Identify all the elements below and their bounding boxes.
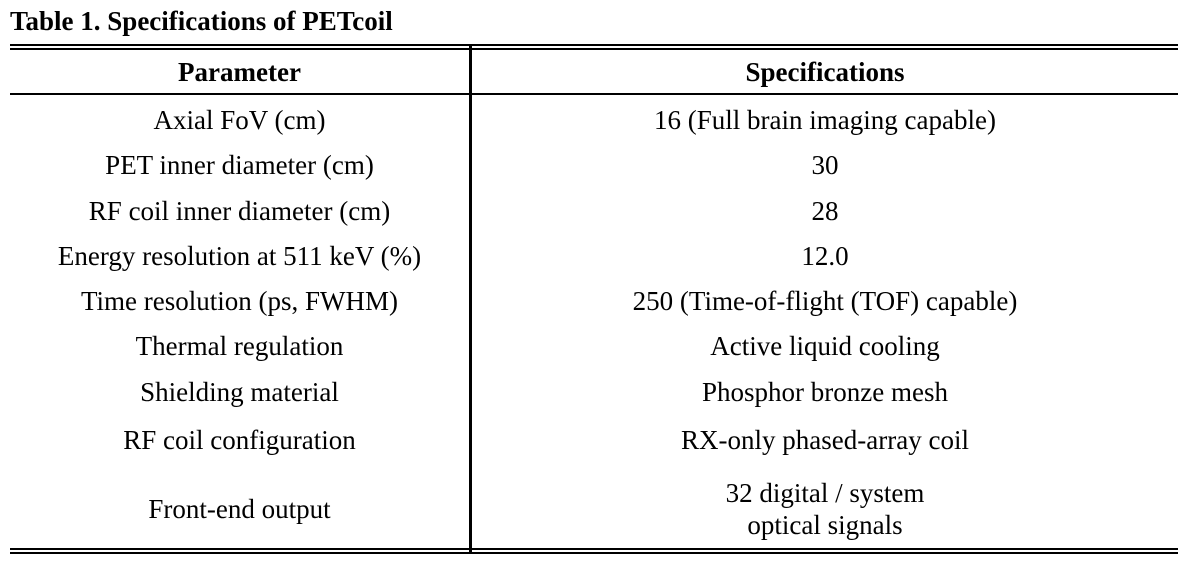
column-divider (469, 46, 472, 552)
row-parameter: Axial FoV (cm) (153, 105, 326, 135)
row-parameter: Shielding material (140, 377, 339, 407)
row-parameter: Thermal regulation (135, 331, 344, 361)
bottom-rule (10, 552, 1178, 554)
row-specification: 32 digital / system optical signals (472, 476, 1178, 542)
row-parameter: Energy resolution at 511 keV (%) (57, 241, 422, 271)
row-parameter: Front-end output (148, 494, 331, 524)
table-caption: Table 1. Specifications of PETcoil (10, 6, 393, 36)
specification-line: optical signals (747, 510, 903, 540)
row-specification: 28 (811, 196, 839, 226)
row-specification: 250 (Time-of-flight (TOF) capable) (632, 286, 1018, 316)
row-specification: 16 (Full brain imaging capable) (654, 105, 996, 135)
row-parameter: Time resolution (ps, FWHM) (80, 286, 398, 316)
row-specification: Active liquid cooling (710, 331, 940, 361)
top-rule (10, 44, 1178, 46)
row-parameter: RF coil inner diameter (cm) (88, 196, 391, 226)
row-specification: RX-only phased-array coil (681, 425, 969, 455)
row-specification: Phosphor bronze mesh (702, 377, 948, 407)
specification-line: 32 digital / system (725, 478, 925, 508)
top-rule-inner (10, 48, 1178, 50)
header-specifications: Specifications (745, 57, 905, 87)
row-parameter: PET inner diameter (cm) (105, 150, 374, 180)
row-specification: 30 (811, 150, 839, 180)
row-parameter: RF coil configuration (123, 425, 356, 455)
row-specification: 12.0 (801, 241, 849, 271)
header-rule (10, 93, 1178, 95)
bottom-rule-inner (10, 548, 1178, 550)
header-parameter: Parameter (178, 57, 301, 87)
